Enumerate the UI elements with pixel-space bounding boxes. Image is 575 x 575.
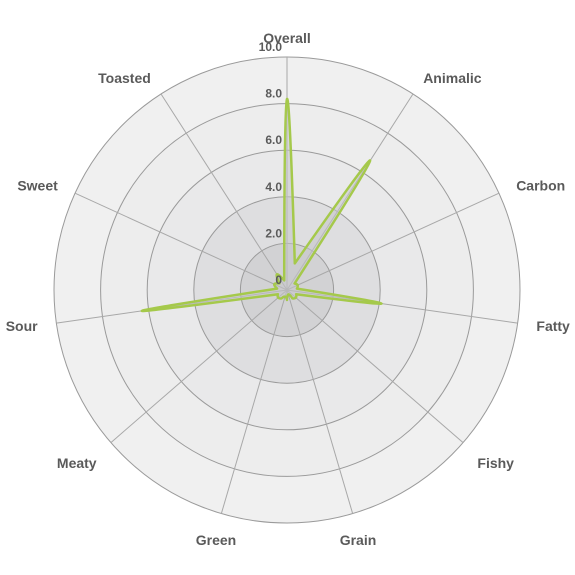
axis-label-sour: Sour <box>6 318 38 334</box>
axis-label-sweet: Sweet <box>17 177 58 193</box>
tick-label-10: 10.0 <box>259 40 283 54</box>
radar-tick-labels: 0 2.0 4.0 6.0 8.0 10.0 <box>259 40 283 287</box>
spoke-sweet <box>74 192 288 291</box>
data-point-meaty <box>277 296 280 299</box>
data-point-carbon <box>296 284 299 287</box>
spoke-toasted <box>160 93 288 291</box>
tick-label-6: 6.0 <box>265 133 282 147</box>
spoke-meaty <box>110 289 288 443</box>
data-point-overall <box>286 97 289 100</box>
axis-label-meaty: Meaty <box>57 455 97 471</box>
axis-label-overall: Overall <box>263 30 310 46</box>
series-area <box>140 97 383 313</box>
tick-label-0: 0 <box>275 273 282 287</box>
data-point-fatty <box>380 302 383 305</box>
tick-label-4: 4.0 <box>265 180 282 194</box>
axis-label-animalic: Animalic <box>423 70 482 86</box>
data-point-green <box>284 295 287 298</box>
spoke-carbon <box>286 192 500 291</box>
axis-label-toasted: Toasted <box>98 70 151 86</box>
axis-label-fishy: Fishy <box>477 455 514 471</box>
axis-label-fatty: Fatty <box>536 318 570 334</box>
data-point-grain <box>287 293 290 296</box>
tick-label-8: 8.0 <box>265 87 282 101</box>
axis-label-carbon: Carbon <box>516 177 565 193</box>
spoke-fishy <box>286 289 464 443</box>
axis-label-grain: Grain <box>340 532 377 548</box>
data-point-animalic <box>369 159 372 162</box>
spoke-grain <box>286 289 354 514</box>
radar-axis-labels: Overall Animalic Carbon Fatty Fishy Grain Gree… <box>6 30 570 548</box>
data-point-sour <box>140 309 143 312</box>
radar-series <box>140 97 383 313</box>
spoke-green <box>220 289 288 514</box>
tick-label-2: 2.0 <box>265 226 282 240</box>
axis-label-green: Green <box>196 532 236 548</box>
data-point-fishy <box>294 296 297 299</box>
